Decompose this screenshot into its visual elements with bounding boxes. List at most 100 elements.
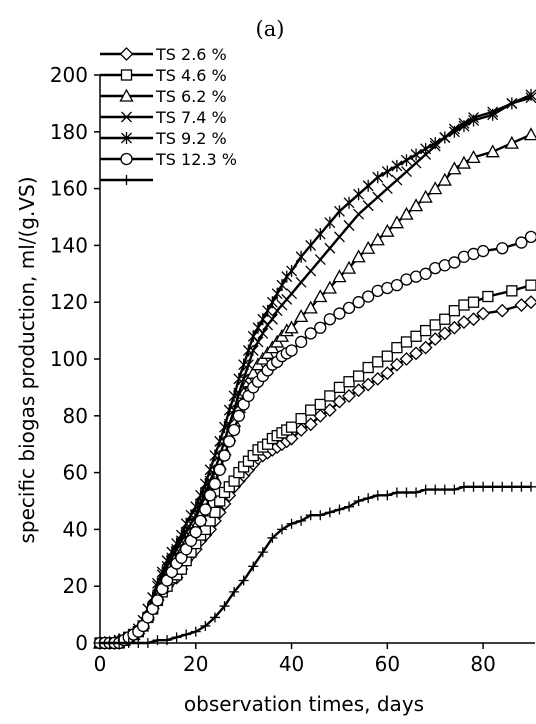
data-point	[314, 254, 326, 266]
data-point	[430, 484, 441, 495]
data-point	[447, 320, 462, 335]
series-line	[100, 96, 532, 645]
series-7	[95, 481, 536, 648]
y-tick-label: 140	[50, 233, 88, 257]
data-point	[314, 228, 326, 241]
data-point	[238, 575, 249, 586]
data-point	[478, 481, 489, 492]
data-point	[343, 220, 355, 231]
legend-item: TS 6.2 %	[100, 87, 227, 106]
data-point	[362, 179, 374, 192]
data-point	[229, 586, 240, 597]
data-point	[525, 279, 536, 291]
y-ticks: 0 20 40 60 80 100 120 140 160 180 200	[50, 63, 100, 655]
data-point	[341, 260, 357, 274]
data-point	[203, 489, 217, 502]
data-point	[401, 154, 412, 167]
data-point	[242, 344, 254, 357]
data-point	[411, 487, 422, 498]
data-point	[190, 626, 201, 637]
data-point	[524, 230, 536, 244]
legend-marker	[121, 111, 132, 123]
y-tick-label: 120	[50, 290, 88, 314]
legend-item: TS 7.4 %	[100, 108, 227, 127]
data-point	[381, 183, 393, 195]
y-tick-label: 0	[75, 631, 88, 655]
data-point	[295, 250, 307, 263]
data-point	[219, 421, 230, 434]
data-point	[284, 320, 299, 334]
data-point	[286, 288, 298, 300]
x-axis-title: observation times, days	[184, 692, 424, 716]
data-point	[363, 493, 374, 504]
data-point	[190, 500, 202, 513]
data-point	[352, 296, 365, 309]
data-point	[516, 481, 527, 492]
data-point	[515, 236, 528, 249]
data-point	[285, 344, 298, 357]
y-tick-label: 60	[63, 461, 88, 485]
data-point	[204, 463, 216, 476]
data-point	[401, 487, 412, 498]
data-point	[495, 303, 510, 318]
data-point	[476, 244, 490, 258]
data-point	[266, 313, 278, 325]
data-point	[525, 88, 536, 101]
data-point	[322, 280, 337, 294]
data-point	[437, 172, 452, 186]
series-line	[100, 93, 532, 645]
legend-marker	[121, 132, 132, 144]
data-point	[418, 189, 433, 203]
data-point	[400, 336, 413, 348]
data-point	[305, 404, 317, 416]
data-point	[380, 223, 395, 237]
data-point	[372, 356, 384, 368]
data-point	[296, 515, 307, 526]
series-layer	[92, 88, 536, 650]
data-point	[248, 561, 259, 572]
data-point	[391, 159, 403, 172]
data-point	[523, 127, 536, 141]
data-point	[410, 330, 422, 342]
legend-label: TS 9.2 %	[155, 129, 227, 148]
x-tick-label: 0	[94, 652, 107, 676]
data-point	[526, 481, 536, 492]
data-point	[305, 510, 316, 521]
data-point	[342, 301, 356, 315]
data-point	[333, 381, 346, 394]
data-point	[286, 264, 298, 277]
series-6	[93, 230, 536, 650]
data-point	[324, 242, 336, 254]
data-point	[199, 477, 211, 490]
data-point	[142, 638, 153, 648]
data-point	[382, 490, 393, 501]
data-point	[372, 171, 384, 184]
data-point	[418, 340, 433, 355]
data-point	[324, 507, 335, 518]
data-point	[361, 240, 376, 254]
data-point	[487, 481, 498, 492]
data-point	[304, 327, 317, 340]
data-point	[285, 421, 298, 433]
legend-label: TS 7.4 %	[155, 108, 227, 127]
data-point	[351, 249, 366, 263]
data-point	[342, 389, 356, 403]
data-point	[370, 232, 385, 246]
data-point	[152, 635, 163, 646]
data-point	[439, 131, 451, 144]
data-point	[267, 532, 278, 543]
data-point	[485, 144, 500, 158]
data-point	[195, 489, 207, 502]
data-point	[324, 390, 336, 402]
data-point	[209, 449, 221, 462]
data-point	[314, 398, 326, 411]
legend-item: TS 4.6 %	[100, 66, 227, 85]
data-point	[419, 324, 432, 337]
data-point	[294, 309, 309, 323]
data-point	[389, 215, 405, 229]
legend-marker	[119, 47, 134, 61]
data-point	[295, 276, 307, 288]
data-point	[343, 376, 355, 388]
data-point	[219, 601, 230, 612]
data-point	[199, 503, 212, 516]
